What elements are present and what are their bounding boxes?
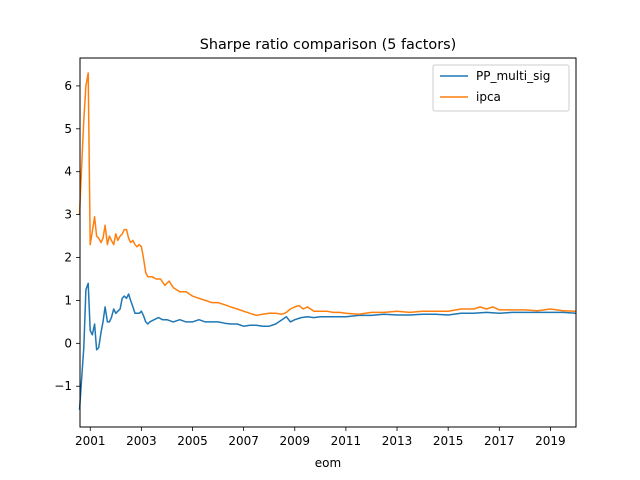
y-tick-label: 4 bbox=[64, 165, 72, 179]
x-tick-label: 2015 bbox=[433, 434, 464, 448]
x-tick-label: 2007 bbox=[228, 434, 259, 448]
x-tick-label: 2003 bbox=[126, 434, 157, 448]
x-tick-label: 2009 bbox=[279, 434, 310, 448]
x-tick-label: 2001 bbox=[75, 434, 106, 448]
y-tick-label: 5 bbox=[64, 122, 72, 136]
legend: PP_multi_sig ipca bbox=[432, 64, 570, 112]
plot-background bbox=[80, 58, 576, 427]
chart-title: Sharpe ratio comparison (5 factors) bbox=[200, 37, 457, 53]
y-tick-label: 3 bbox=[64, 208, 72, 222]
y-tick-label: −1 bbox=[54, 379, 72, 393]
y-tick-label: 1 bbox=[64, 293, 72, 307]
plot-area bbox=[78, 57, 577, 428]
x-tick-label: 2019 bbox=[535, 434, 566, 448]
x-tick-label: 2013 bbox=[382, 434, 413, 448]
series-line-ipca bbox=[78, 72, 577, 317]
y-tick-label: 2 bbox=[64, 251, 72, 265]
x-tick-label: 2011 bbox=[331, 434, 362, 448]
legend-label-ipca: ipca bbox=[476, 90, 501, 104]
axes-frame bbox=[79, 57, 577, 428]
series-layer bbox=[78, 72, 577, 410]
y-tick-label: 0 bbox=[64, 336, 72, 350]
x-axis-label: eom bbox=[315, 456, 341, 470]
x-tick-label: 2005 bbox=[177, 434, 208, 448]
y-tick-label: 6 bbox=[64, 79, 72, 93]
x-tick-label: 2017 bbox=[484, 434, 515, 448]
x-axis: 2001 2003 2005 2007 2009 2011 2013 2015 2017 2019 bbox=[75, 427, 566, 448]
legend-label-pp-multi-sig: PP_multi_sig bbox=[476, 69, 550, 83]
y-axis: −1 0 1 2 3 4 5 6 bbox=[54, 79, 80, 393]
series-line-pp-multi-sig bbox=[78, 282, 577, 410]
